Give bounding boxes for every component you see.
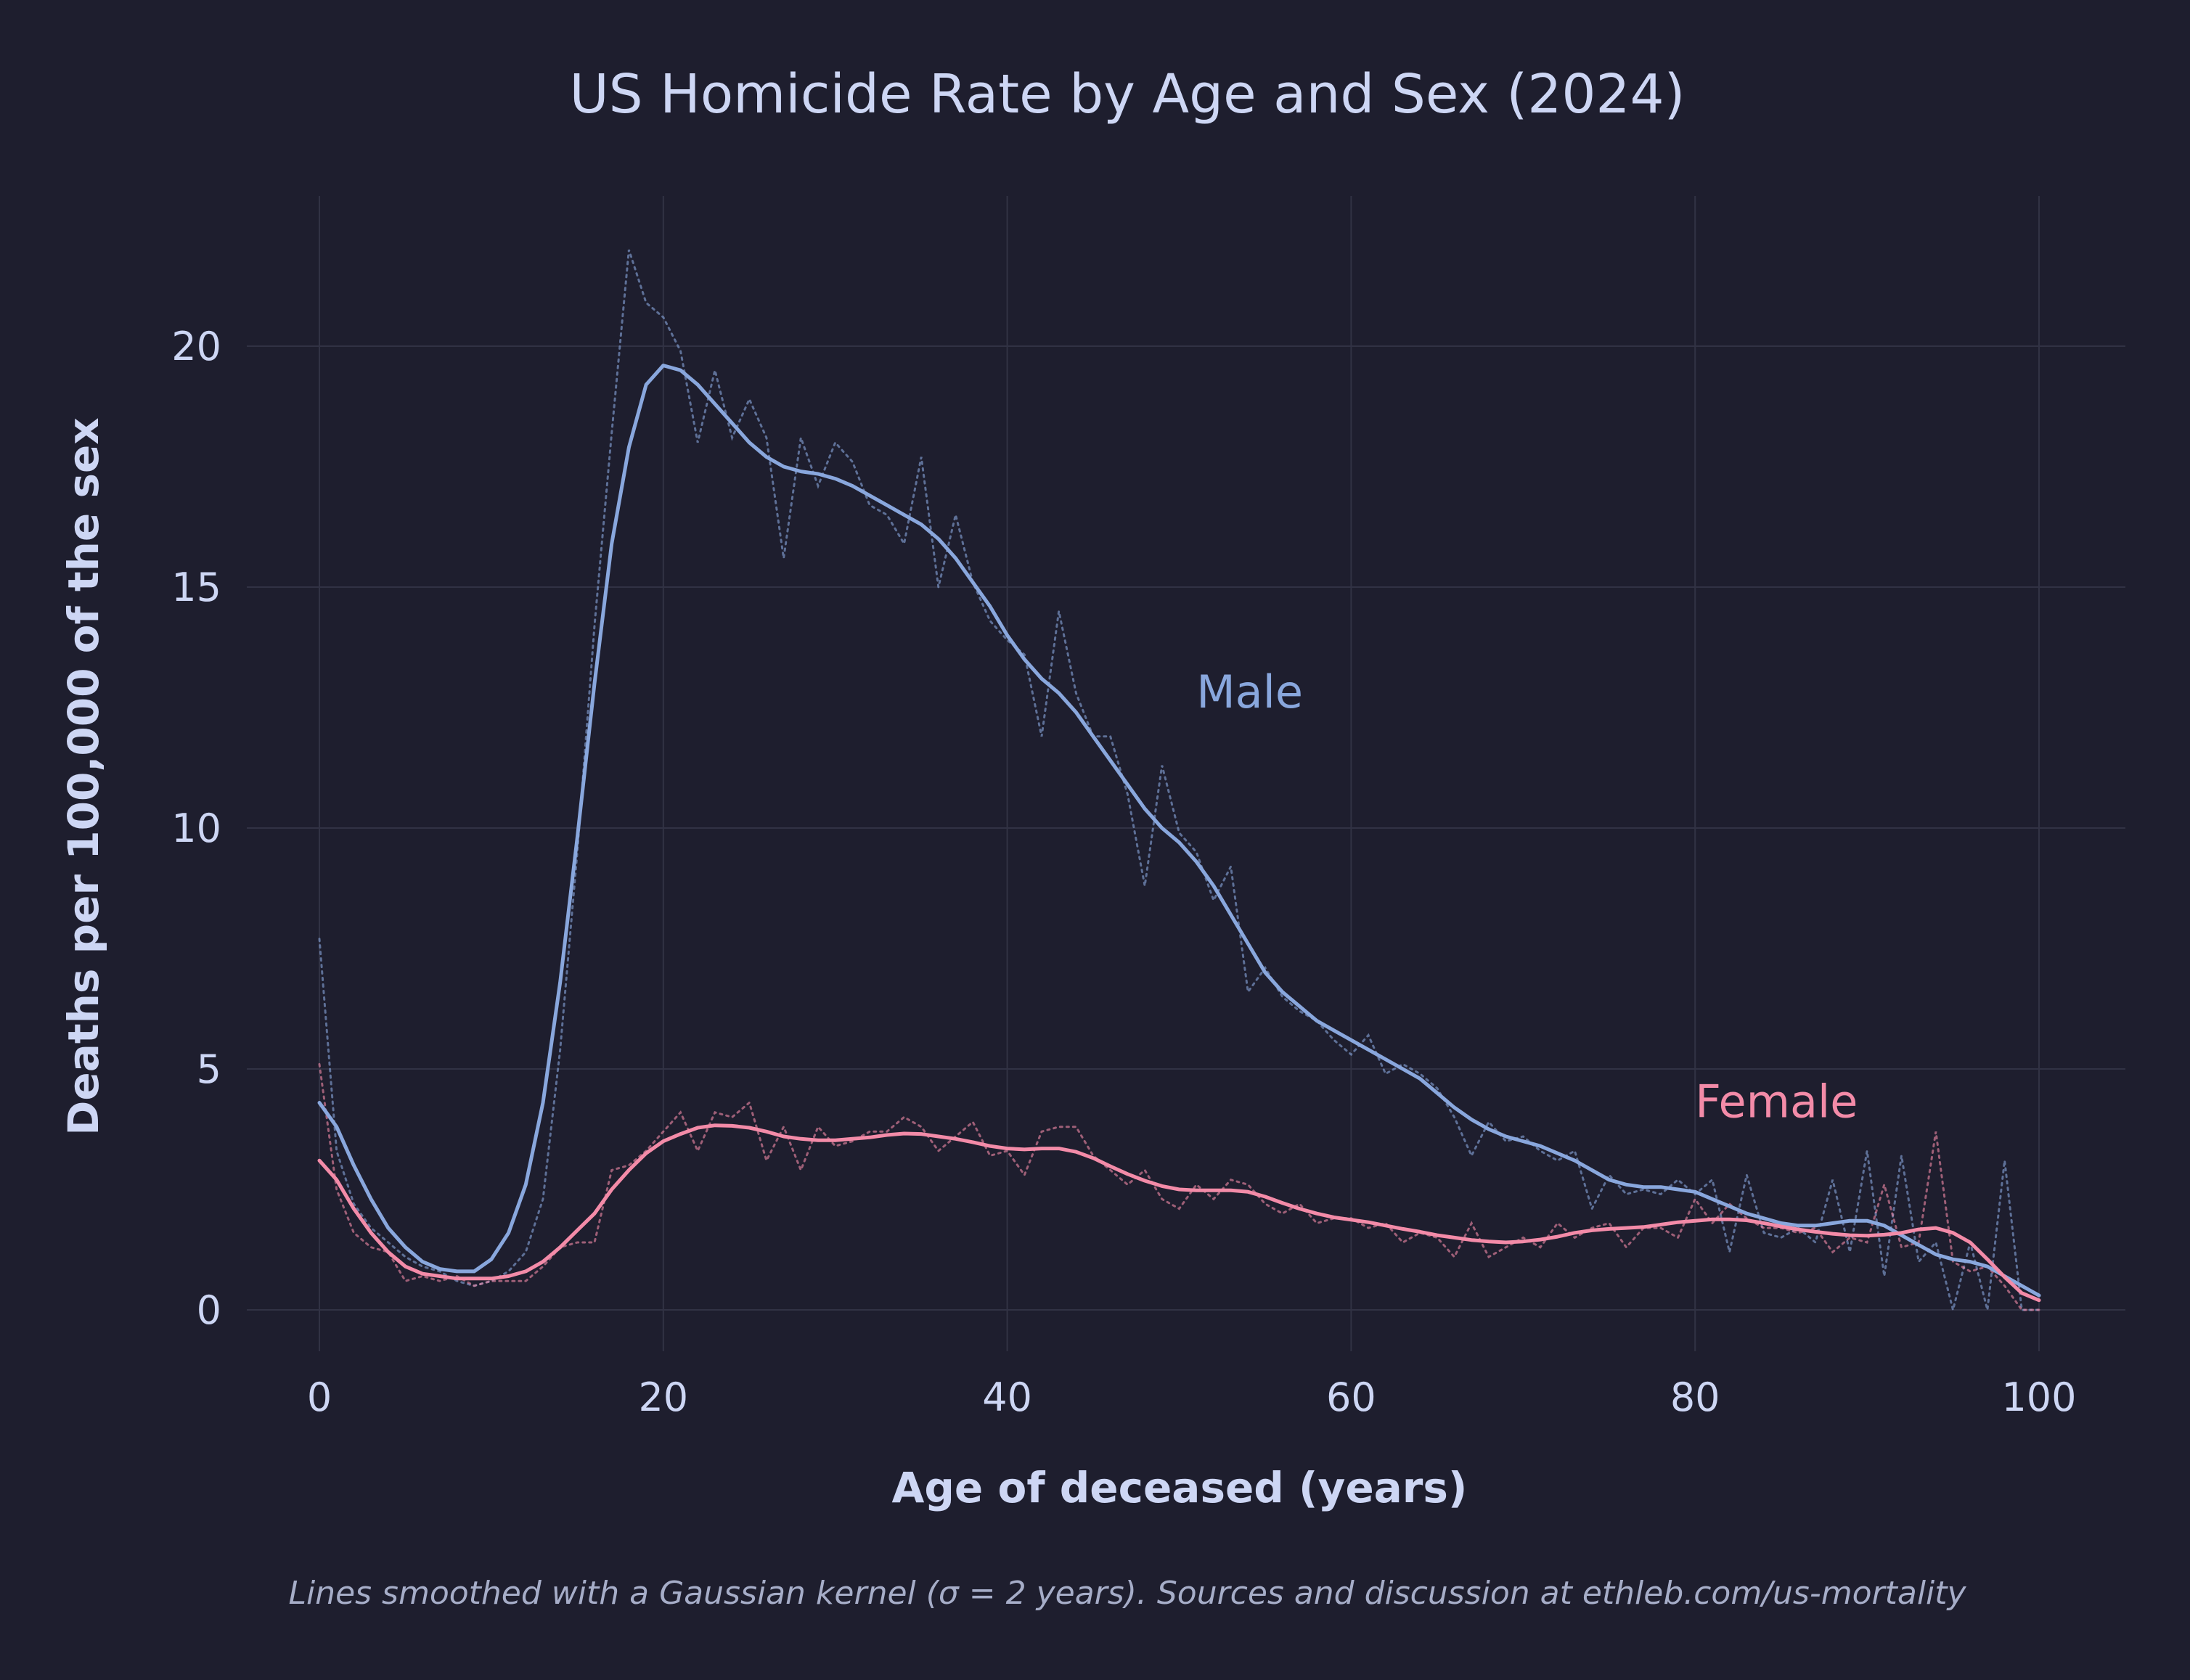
male-smoothed-line [317,364,2041,1298]
x-tick-label: 40 [982,1374,1032,1420]
smoothed-series-layer [317,364,2041,1303]
female-smoothed-line [317,1123,2041,1303]
plot-area: 0 20 40 60 80 100 0 5 10 15 20 Male Female [171,196,2125,1420]
x-tick-label: 80 [1670,1374,1720,1420]
x-tick-label: 60 [1326,1374,1376,1420]
male-series-label: Male [1196,665,1303,718]
y-tick-label: 10 [171,806,221,851]
x-tick-label: 100 [2001,1374,2076,1420]
grid [247,196,2125,1351]
x-tick-label: 0 [307,1374,332,1420]
x-axis-label: Age of deceased (years) [892,1463,1468,1512]
male-raw-line [318,249,2040,1311]
y-axis-ticks: 0 5 10 15 20 [171,324,221,1333]
series-labels: Male Female [1196,665,1858,1128]
y-axis-label: Deaths per 100,000 of the sex [59,417,108,1135]
y-tick-label: 0 [197,1287,221,1333]
chart-title: US Homicide Rate by Age and Sex (2024) [570,63,1686,126]
y-tick-label: 20 [171,324,221,369]
y-tick-label: 5 [197,1046,221,1092]
x-tick-label: 20 [638,1374,688,1420]
female-series-label: Female [1695,1075,1858,1128]
x-axis-ticks: 0 20 40 60 80 100 [307,1374,2077,1420]
y-tick-label: 15 [171,565,221,610]
chart-caption: Lines smoothed with a Gaussian kernel (σ… [288,1575,1966,1612]
